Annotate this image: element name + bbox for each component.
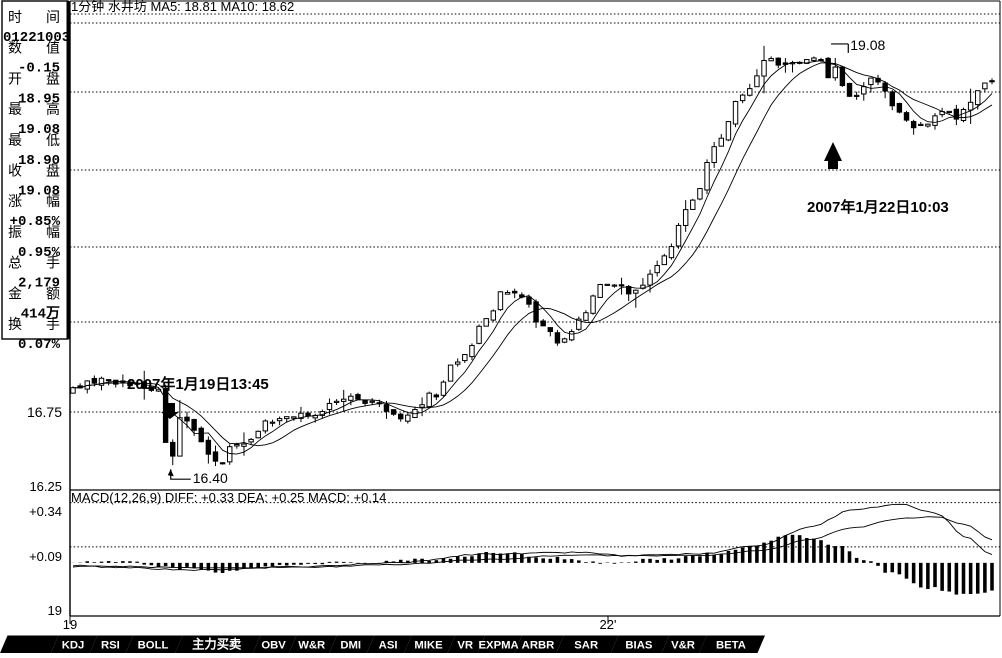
svg-text:19.08: 19.08 bbox=[850, 37, 885, 53]
svg-text:手: 手 bbox=[46, 255, 60, 271]
svg-text:19: 19 bbox=[48, 603, 62, 618]
svg-text:收: 收 bbox=[8, 163, 22, 179]
svg-text:0.07%: 0.07% bbox=[18, 337, 61, 353]
svg-text:+0.34: +0.34 bbox=[29, 504, 62, 519]
svg-text:MIKE: MIKE bbox=[414, 640, 443, 652]
svg-text:BETA: BETA bbox=[716, 640, 746, 652]
svg-text:SAR: SAR bbox=[574, 640, 598, 652]
svg-text:涨: 涨 bbox=[8, 193, 22, 209]
svg-text:主力买卖: 主力买卖 bbox=[192, 637, 242, 652]
svg-text:手: 手 bbox=[46, 316, 60, 332]
svg-text:DMI: DMI bbox=[340, 640, 361, 652]
svg-text:KDJ: KDJ bbox=[62, 640, 85, 652]
svg-text:VR: VR bbox=[457, 640, 473, 652]
svg-text:换: 换 bbox=[8, 316, 22, 332]
svg-text:+0.09: +0.09 bbox=[29, 549, 62, 564]
svg-text:盘: 盘 bbox=[46, 70, 60, 86]
svg-text:额: 额 bbox=[46, 285, 60, 301]
svg-text:时: 时 bbox=[8, 9, 22, 25]
svg-text:1分钟 水井坊 MA5: 18.81 MA10: 18: 1分钟 水井坊 MA5: 18.81 MA10: 18.62 bbox=[71, 0, 294, 14]
svg-text:ARBR: ARBR bbox=[522, 640, 555, 652]
svg-text:V&R: V&R bbox=[671, 640, 695, 652]
svg-text:总: 总 bbox=[8, 255, 22, 271]
svg-text:开: 开 bbox=[8, 70, 22, 86]
svg-text:高: 高 bbox=[46, 101, 60, 117]
svg-text:EXPMA: EXPMA bbox=[479, 640, 519, 652]
svg-text:振: 振 bbox=[8, 224, 22, 240]
svg-text:16.75: 16.75 bbox=[27, 404, 62, 420]
svg-text:BIAS: BIAS bbox=[625, 640, 652, 652]
svg-text:盘: 盘 bbox=[46, 163, 60, 179]
svg-text:W&R: W&R bbox=[298, 640, 325, 652]
svg-text:最: 最 bbox=[8, 101, 22, 117]
svg-text:幅: 幅 bbox=[46, 224, 60, 240]
svg-text:低: 低 bbox=[46, 132, 60, 148]
svg-text:16.40: 16.40 bbox=[193, 470, 228, 486]
svg-text:最: 最 bbox=[8, 132, 22, 148]
svg-text:OBV: OBV bbox=[261, 640, 286, 652]
svg-text:间: 间 bbox=[46, 9, 60, 25]
svg-text:BOLL: BOLL bbox=[138, 640, 169, 652]
svg-text:数: 数 bbox=[8, 40, 22, 56]
svg-text:ASI: ASI bbox=[379, 640, 398, 652]
svg-text:2007年1月22日10:03: 2007年1月22日10:03 bbox=[807, 198, 949, 216]
svg-text:幅: 幅 bbox=[46, 193, 60, 209]
svg-text:值: 值 bbox=[46, 40, 60, 56]
svg-text:2007年1月19日13:45: 2007年1月19日13:45 bbox=[127, 375, 269, 393]
svg-text:RSI: RSI bbox=[101, 640, 120, 652]
svg-text:金: 金 bbox=[8, 285, 22, 301]
svg-text:16.25: 16.25 bbox=[29, 479, 62, 494]
